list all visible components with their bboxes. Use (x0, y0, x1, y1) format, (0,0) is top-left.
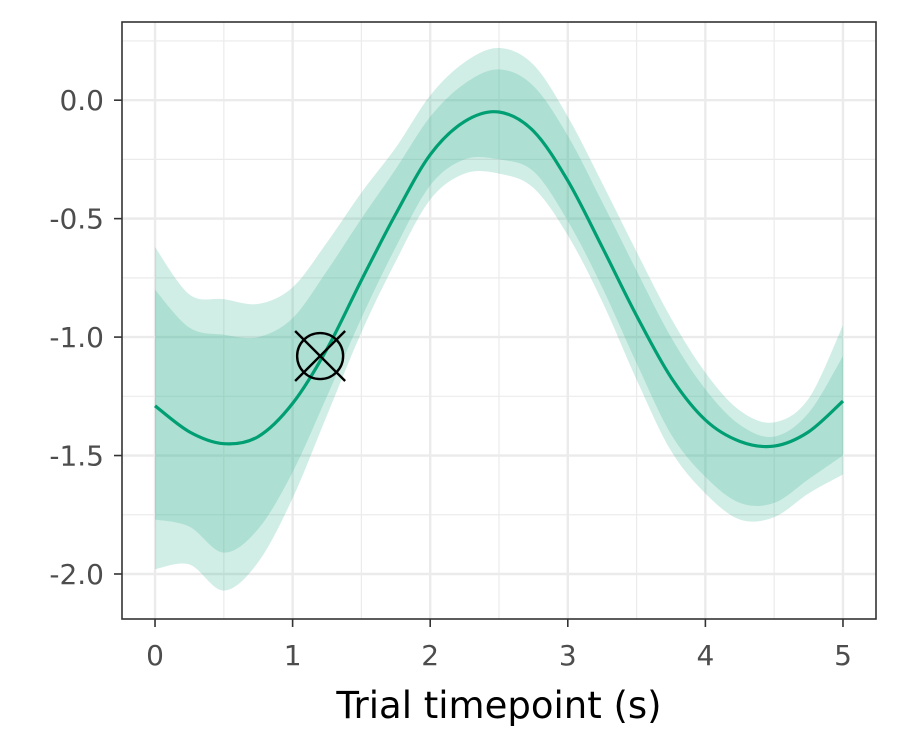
panel-border (121, 21, 877, 620)
major-gridlines (122, 22, 876, 619)
y-tick-label: 0.0 (59, 84, 104, 117)
marker-cross-line (294, 330, 346, 382)
y-axis-ticks: 0.0 -0.5 -1.0 -1.5 -2.0 (49, 84, 122, 591)
ribbon-outer (155, 48, 843, 591)
series-line (154, 110, 845, 449)
x-tick-label: 0 (146, 639, 164, 672)
y-tick-label: -1.5 (49, 440, 104, 473)
marker-circle (295, 331, 345, 381)
circle-cross-marker (294, 330, 346, 382)
x-axis-title: Trial timepoint (s) (335, 684, 661, 727)
x-tick-label: 3 (559, 639, 577, 672)
minor-gridlines (122, 22, 876, 619)
ribbon-bands (155, 48, 843, 591)
x-tick-label: 2 (421, 639, 439, 672)
ribbon-inner (155, 69, 843, 553)
y-tick-label: -2.0 (49, 558, 104, 591)
x-tick-label: 5 (834, 639, 852, 672)
y-tick-label: -0.5 (49, 203, 104, 236)
y-tick-label: -1.0 (49, 321, 104, 354)
x-axis-ticks: 0 1 2 3 4 5 (146, 619, 852, 672)
x-tick-label: 4 (696, 639, 714, 672)
x-tick-label: 1 (284, 639, 302, 672)
